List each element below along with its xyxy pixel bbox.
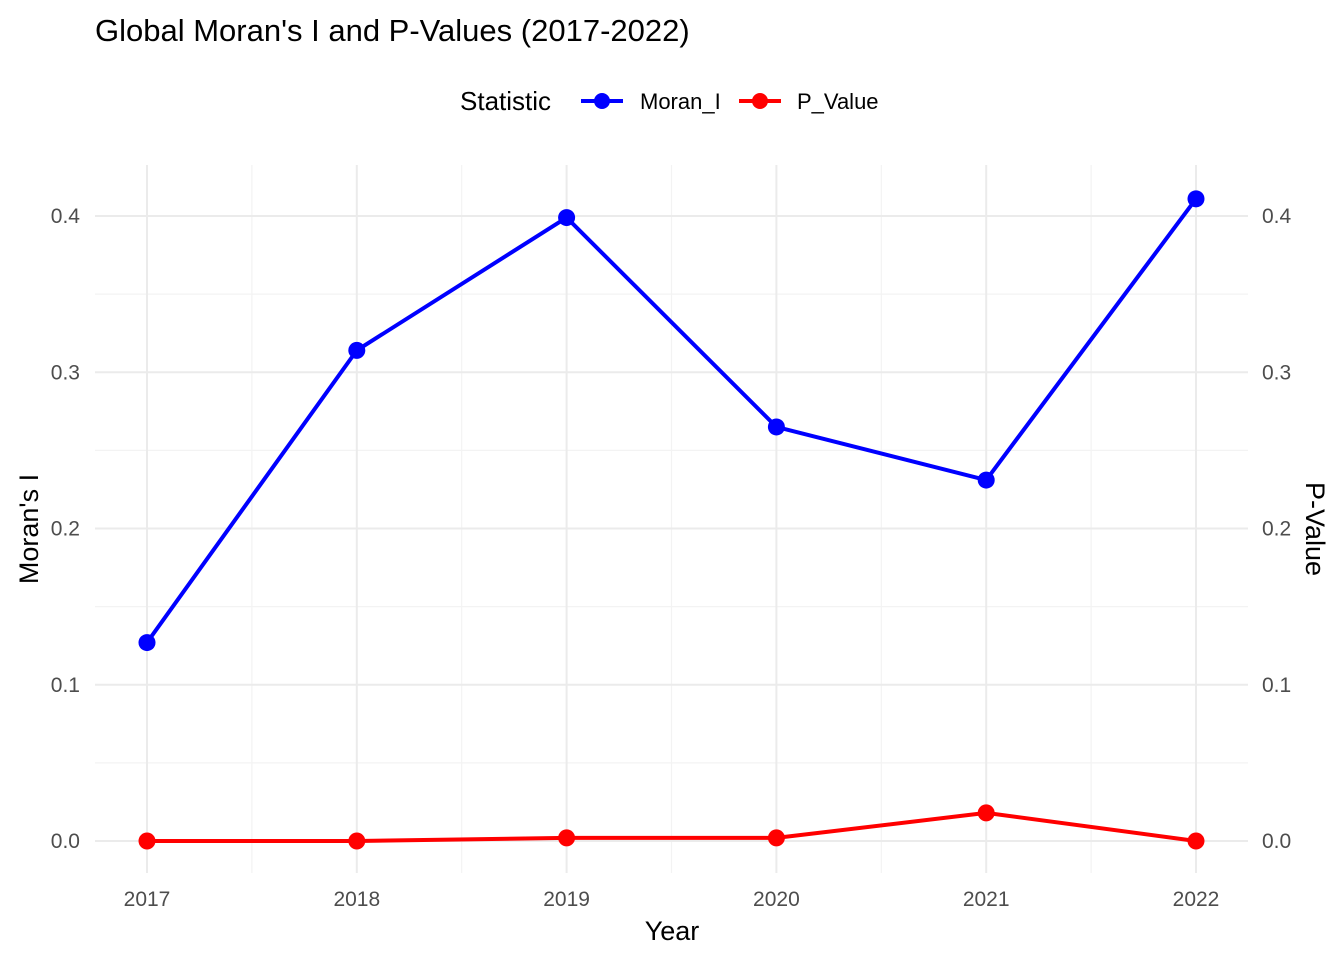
data-point-moran-i — [558, 209, 576, 227]
x-tick-label: 2018 — [333, 888, 380, 911]
y2-axis-title: P-Value — [1300, 482, 1330, 576]
series-layer — [138, 190, 1205, 850]
x-tick-label: 2020 — [753, 888, 800, 911]
data-point-moran-i — [977, 471, 995, 489]
y-tick-label: 0.2 — [51, 518, 80, 541]
y-axis-title: Moran's I — [14, 474, 44, 584]
legend: Statistic Moran_I P_Value — [460, 86, 879, 116]
legend-label-moran: Moran_I — [640, 89, 721, 114]
series-line-moran-i — [145, 196, 1198, 645]
y-tick-label: 0.4 — [51, 205, 81, 228]
data-point-moran-i — [1187, 190, 1205, 208]
x-tick-label: 2017 — [124, 888, 171, 911]
data-point-p-value — [977, 804, 995, 822]
y2-tick-label: 0.4 — [1262, 205, 1292, 228]
y2-tick-label: 0.3 — [1262, 361, 1291, 384]
y2-tick-label: 0.2 — [1262, 518, 1291, 541]
y2-tick-label: 0.0 — [1262, 830, 1291, 853]
chart-title: Global Moran's I and P-Values (2017-2022… — [95, 13, 690, 48]
x-tick-label: 2022 — [1173, 888, 1220, 911]
data-point-p-value — [348, 832, 366, 850]
x-tick-label: 2021 — [963, 888, 1010, 911]
x-tick-label: 2019 — [543, 888, 590, 911]
axes: 0.0 0.1 0.2 0.3 0.4 0.0 0.1 0.2 0.3 0.4 2017 2018 20… — [51, 205, 1292, 911]
y2-tick-label: 0.1 — [1262, 674, 1291, 697]
data-point-p-value — [558, 829, 576, 847]
data-point-moran-i — [767, 418, 785, 436]
y-tick-label: 0.0 — [51, 830, 80, 853]
data-point-moran-i — [348, 341, 366, 359]
data-point-moran-i — [138, 634, 156, 652]
data-point-p-value — [138, 832, 156, 850]
data-point-p-value — [1187, 832, 1205, 850]
legend-key-point-pvalue — [752, 93, 768, 109]
grid — [95, 165, 1248, 873]
data-point-p-value — [767, 829, 785, 847]
x-axis-title: Year — [645, 916, 700, 946]
legend-label-pvalue: P_Value — [797, 89, 879, 114]
legend-title: Statistic — [460, 86, 551, 116]
y-tick-label: 0.1 — [51, 674, 80, 697]
legend-key-point-moran — [594, 93, 610, 109]
y-tick-label: 0.3 — [51, 361, 80, 384]
series-line-p-value — [145, 810, 1198, 843]
